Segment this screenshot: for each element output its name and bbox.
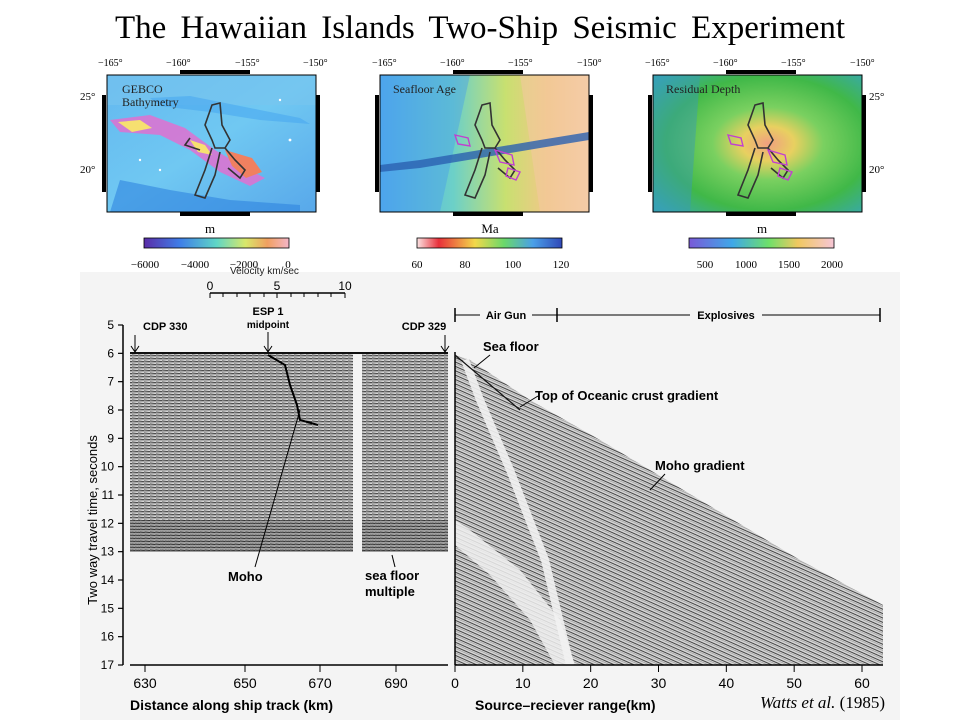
y-tick-label: 11 [102, 488, 115, 502]
map-lat-tick: 25° [80, 91, 95, 103]
x-tick-label: 0 [451, 675, 459, 691]
map-lon-tick: −165° [98, 58, 123, 69]
scale-tick: 80 [460, 259, 472, 271]
map-label-bathymetry-line1: GEBCO [122, 82, 163, 96]
scale-tick: 100 [505, 259, 522, 271]
x-axis-right-label: Source–reciever range(km) [475, 697, 656, 713]
map-panel-seafloor-age: Seafloor Age −165° −160° −155° −150° Ma … [372, 58, 602, 271]
label-sea-floor-multiple-line1: sea floor [365, 568, 419, 583]
map-lon-tick: −155° [781, 58, 806, 69]
scale-tick: −6000 [131, 259, 160, 271]
scale-tick: 60 [412, 259, 424, 271]
x-tick-label: 630 [133, 675, 157, 691]
label-esp1: ESP 1 [253, 306, 284, 318]
credit-year: (1985) [839, 693, 885, 712]
map-lon-tick: −165° [372, 58, 397, 69]
map-label-bathymetry-line2: Bathymetry [122, 95, 179, 109]
y-tick-label: 14 [101, 573, 115, 587]
map-lon-tick: −150° [577, 58, 602, 69]
map-panel-residual-depth: Residual Depth −165° −160° −155° −150° 2… [645, 58, 884, 271]
scale-tick: 1500 [778, 259, 801, 271]
scale-tick: 120 [553, 259, 570, 271]
map-lon-tick: −160° [166, 58, 191, 69]
x-tick-label: 50 [786, 675, 802, 691]
velocity-scale-label: Velocity km/sec [230, 266, 299, 277]
y-tick-label: 12 [101, 516, 115, 530]
map-lon-tick: −160° [713, 58, 738, 69]
page-title: The Hawaiian Islands Two-Ship Seismic Ex… [114, 10, 846, 46]
map-lat-tick: 20° [80, 164, 95, 176]
x-tick-label: 690 [384, 675, 408, 691]
velocity-tick: 0 [207, 279, 214, 293]
map-label-residual-depth: Residual Depth [666, 82, 740, 96]
label-air-gun: Air Gun [486, 310, 527, 322]
x-tick-label: 30 [651, 675, 667, 691]
label-sea-floor-multiple-line2: multiple [365, 584, 415, 599]
label-moho-gradient: Moho gradient [655, 458, 745, 473]
color-scale-residual-depth [688, 237, 835, 249]
scale-unit: Ma [481, 221, 499, 236]
y-tick-label: 15 [101, 601, 115, 615]
x-tick-label: 650 [233, 675, 257, 691]
x-tick-label: 40 [719, 675, 735, 691]
map-lat-tick: 20° [869, 164, 884, 176]
y-tick-label: 13 [101, 545, 115, 559]
label-cdp329: CDP 329 [402, 321, 446, 333]
map-lon-tick: −160° [440, 58, 465, 69]
y-tick-label: 17 [101, 658, 115, 672]
x-axis-left-label: Distance along ship track (km) [130, 697, 333, 713]
map-label-seafloor-age: Seafloor Age [393, 82, 456, 96]
y-tick-label: 8 [107, 403, 114, 417]
velocity-tick: 10 [338, 279, 352, 293]
x-tick-label: 670 [308, 675, 332, 691]
map-lon-tick: −155° [508, 58, 533, 69]
y-tick-label: 6 [107, 346, 114, 360]
scale-unit: m [757, 221, 767, 236]
map-lon-tick: −165° [645, 58, 670, 69]
scale-tick: 0 [285, 259, 291, 271]
credit: Watts et al. (1985) [760, 693, 885, 713]
scale-tick: 1000 [735, 259, 758, 271]
label-top-oceanic-crust: Top of Oceanic crust gradient [535, 388, 719, 403]
y-tick-label: 10 [101, 460, 115, 474]
map-lon-tick: −150° [850, 58, 875, 69]
label-sea-floor: Sea floor [483, 339, 539, 354]
color-scale-bathymetry [143, 237, 290, 249]
scale-tick: 2000 [821, 259, 844, 271]
map-lat-tick: 25° [869, 91, 884, 103]
label-cdp330: CDP 330 [143, 321, 187, 333]
y-tick-label: 9 [107, 431, 114, 445]
label-explosives: Explosives [697, 310, 754, 322]
label-midpoint: midpoint [247, 320, 290, 331]
velocity-tick: 5 [274, 279, 281, 293]
x-tick-label: 60 [854, 675, 870, 691]
map-lon-tick: −155° [235, 58, 260, 69]
credit-author: Watts et al. [760, 693, 836, 712]
map-panel-bathymetry: GEBCO Bathymetry −165° −160° −155° −150°… [80, 58, 328, 271]
y-tick-label: 7 [107, 375, 114, 389]
y-axis-label: Two way travel time, seconds [85, 435, 100, 605]
y-tick-label: 5 [107, 318, 114, 332]
seismic-section: Velocity km/sec 0 5 10 5 6 7 8 9 10 11 12 13 14 15… [80, 266, 900, 720]
scale-tick: −4000 [181, 259, 210, 271]
scale-tick: −2000 [230, 259, 259, 271]
y-tick-label: 16 [101, 630, 115, 644]
map-lon-tick: −150° [303, 58, 328, 69]
scale-unit: m [205, 221, 215, 236]
x-tick-label: 10 [515, 675, 531, 691]
label-moho: Moho [228, 569, 263, 584]
scale-tick: 500 [697, 259, 714, 271]
color-scale-seafloor-age [416, 237, 563, 249]
x-tick-label: 20 [583, 675, 599, 691]
